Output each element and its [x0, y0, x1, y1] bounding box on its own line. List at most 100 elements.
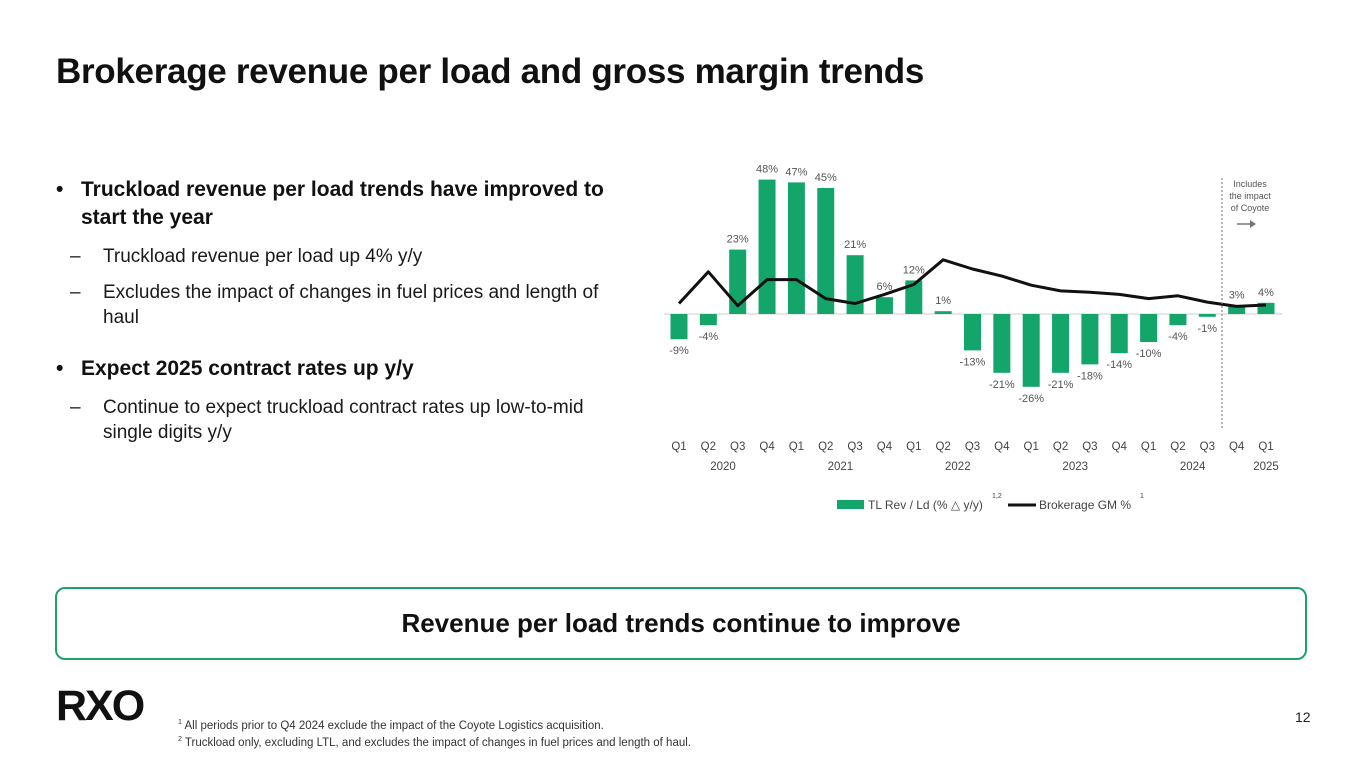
bullet-marker: •	[56, 178, 64, 201]
bar-tl-rev-10	[964, 314, 981, 351]
bar-data-label: 23%	[727, 234, 749, 246]
bar-data-label: -1%	[1198, 323, 1218, 335]
bar-tl-rev-12	[1022, 314, 1040, 387]
sub-bullet-marker: –	[70, 397, 81, 418]
bar-data-label: 1%	[935, 295, 951, 307]
x-tick-label: Q3	[1200, 441, 1215, 453]
bar-tl-rev-2	[729, 249, 747, 314]
bar-data-label: 3%	[1229, 290, 1245, 302]
callout-box: Revenue per load trends continue to impr…	[55, 587, 1307, 660]
annotation-text: the impact	[1229, 191, 1271, 201]
bullet-list: • Truckload revenue per load trends have…	[56, 176, 616, 445]
x-tick-label: Q1	[1024, 441, 1039, 453]
annotation-text: Includes	[1233, 179, 1267, 189]
annotation-text: of Coyote	[1231, 203, 1270, 213]
x-tick-label: Q4	[877, 441, 893, 453]
x-tick-label: Q3	[965, 441, 980, 453]
bar-tl-rev-18	[1198, 314, 1216, 317]
x-tick-label: Q1	[789, 441, 804, 453]
bar-data-label: -21%	[989, 379, 1015, 391]
legend-bar-swatch	[837, 500, 864, 509]
bar-tl-rev-17	[1169, 314, 1187, 326]
page-number: 12	[1295, 709, 1311, 725]
x-tick-label: Q4	[1112, 441, 1128, 453]
bar-data-label: -9%	[669, 345, 689, 357]
bar-tl-rev-1	[699, 314, 717, 326]
legend-bar-label: TL Rev / Ld (% △ y/y)	[868, 498, 983, 512]
rxo-logo: RXO	[56, 686, 146, 722]
bullet-text: Expect 2025 contract rates up y/y	[81, 357, 414, 380]
bullet-text: Truckload revenue per load trends have i…	[81, 178, 604, 229]
x-tick-label: Q4	[1229, 441, 1245, 453]
year-label: 2021	[828, 461, 854, 473]
sub-bullet: – Continue to expect truckload contract …	[56, 395, 616, 445]
bar-data-label: -4%	[1168, 331, 1188, 343]
x-tick-label: Q1	[906, 441, 921, 453]
x-tick-label: Q3	[1082, 441, 1097, 453]
legend-line-label: Brokerage GM %	[1039, 498, 1131, 512]
year-label: 2020	[710, 461, 736, 473]
year-label: 2022	[945, 461, 971, 473]
legend-line-superscript: 1	[1140, 493, 1144, 500]
bar-data-label: -10%	[1136, 348, 1162, 360]
x-tick-label: Q3	[730, 441, 745, 453]
line-brokerage-gm	[677, 258, 1267, 308]
page-title: Brokerage revenue per load and gross mar…	[56, 52, 925, 91]
x-tick-label: Q2	[818, 441, 833, 453]
bar-data-label: -21%	[1048, 379, 1074, 391]
x-tick-label: Q2	[935, 441, 950, 453]
footnotes: 1 All periods prior to Q4 2024 exclude t…	[178, 716, 691, 750]
bar-tl-rev-11	[993, 314, 1011, 373]
sub-bullet-text: Truckload revenue per load up 4% y/y	[103, 246, 423, 267]
footnote-1: 1 All periods prior to Q4 2024 exclude t…	[178, 719, 604, 732]
bar-tl-rev-20	[1257, 302, 1275, 314]
x-tick-label: Q1	[671, 441, 686, 453]
x-tick-label: Q3	[847, 441, 862, 453]
legend-bar-superscript: 1,2	[992, 493, 1002, 500]
bar-tl-rev-8	[905, 280, 923, 314]
year-label: 2024	[1180, 461, 1206, 473]
bar-tl-rev-6	[846, 255, 864, 314]
bar-data-label: -26%	[1018, 393, 1044, 405]
revenue-margin-chart: -9%-4%23%48% 47% 45%21%6%12%1%-13%-21%-26%…	[664, 164, 1282, 512]
footnote-2: 2 Truckload only, excluding LTL, and exc…	[178, 735, 691, 749]
bar-data-label: -13%	[960, 356, 986, 368]
x-tick-label: Q4	[759, 441, 775, 453]
sub-bullet-text: Excludes the impact of changes in fuel p…	[103, 282, 599, 328]
bar-data-label: 21%	[844, 239, 866, 251]
bar-data-label: -14%	[1106, 359, 1132, 371]
bar-data-label: 6%	[876, 281, 892, 293]
arrow-right-icon	[1250, 220, 1256, 228]
x-tick-label: Q4	[994, 441, 1010, 453]
callout-text: Revenue per load trends continue to impr…	[401, 608, 961, 638]
bar-tl-rev-4	[787, 182, 805, 314]
year-label: 2025	[1253, 461, 1279, 473]
bar-tl-rev-7	[875, 297, 893, 314]
bar-data-label: 4%	[1258, 287, 1274, 299]
bar-data-label: -18%	[1077, 370, 1103, 382]
x-tick-label: Q1	[1258, 441, 1273, 453]
bar-tl-rev-0	[670, 314, 688, 340]
bar-data-label: 12%	[903, 264, 925, 276]
bar-tl-rev-9	[934, 311, 952, 314]
sub-bullet: – Truckload revenue per load up 4% y/y	[56, 244, 616, 269]
bar-tl-rev-19	[1228, 305, 1246, 314]
bullet-marker: •	[56, 357, 64, 380]
bar-tl-rev-14	[1081, 314, 1099, 365]
logo-text: RXO	[56, 686, 144, 722]
sub-bullet-marker: –	[70, 246, 81, 267]
x-tick-label: Q2	[701, 441, 716, 453]
bar-tl-rev-15	[1110, 314, 1128, 354]
bar-tl-rev-5	[817, 188, 835, 314]
year-label: 2023	[1062, 461, 1088, 473]
bar-data-label: 45%	[815, 172, 837, 184]
bar-data-label: 47%	[785, 166, 807, 178]
bar-tl-rev-16	[1140, 314, 1158, 342]
sub-bullet-marker: –	[70, 282, 81, 303]
bar-data-label: -4%	[699, 331, 719, 343]
sub-bullet: – Excludes the impact of changes in fuel…	[56, 280, 616, 330]
x-tick-label: Q2	[1170, 441, 1185, 453]
bullet-truckload-trends: • Truckload revenue per load trends have…	[56, 176, 616, 232]
sub-bullet-text: Continue to expect truckload contract ra…	[103, 397, 584, 443]
bar-data-label: 48%	[756, 164, 778, 176]
